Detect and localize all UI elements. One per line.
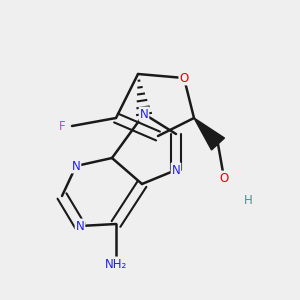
Text: N: N	[76, 220, 84, 232]
Text: O: O	[219, 172, 229, 184]
Text: N: N	[140, 107, 148, 121]
Text: N: N	[72, 160, 80, 172]
Text: N: N	[172, 164, 180, 176]
Text: H: H	[244, 194, 252, 206]
Text: O: O	[179, 71, 189, 85]
Text: F: F	[59, 119, 65, 133]
Polygon shape	[194, 118, 224, 150]
Text: NH₂: NH₂	[105, 257, 127, 271]
